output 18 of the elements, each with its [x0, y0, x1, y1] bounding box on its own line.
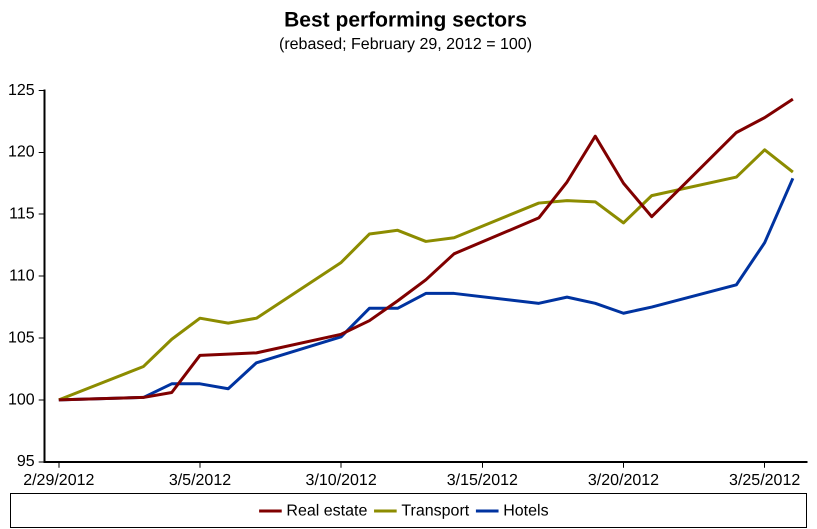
- legend-label: Hotels: [503, 502, 549, 520]
- chart-subtitle: (rebased; February 29, 2012 = 100): [278, 36, 532, 54]
- y-tick-label: 125: [8, 82, 35, 99]
- y-tick-label: 115: [9, 206, 35, 223]
- y-tick-label: 110: [9, 268, 35, 285]
- y-tick-label: 95: [16, 453, 35, 470]
- x-tick-label: 2/29/2012: [23, 472, 94, 489]
- chart-title: Best performing sectors: [284, 8, 527, 32]
- y-tick-label: 120: [8, 144, 35, 161]
- x-tick-label: 3/20/2012: [588, 472, 660, 489]
- legend-label: Real estate: [286, 502, 368, 520]
- legend-label: Transport: [401, 502, 470, 520]
- x-tick-label: 3/15/2012: [446, 472, 518, 489]
- x-tick-label: 3/10/2012: [306, 472, 377, 489]
- y-tick-label: 100: [8, 391, 35, 408]
- y-tick-label: 105: [8, 329, 35, 346]
- x-tick-label: 3/5/2012: [168, 472, 232, 489]
- x-tick-label: 3/25/2012: [729, 472, 800, 489]
